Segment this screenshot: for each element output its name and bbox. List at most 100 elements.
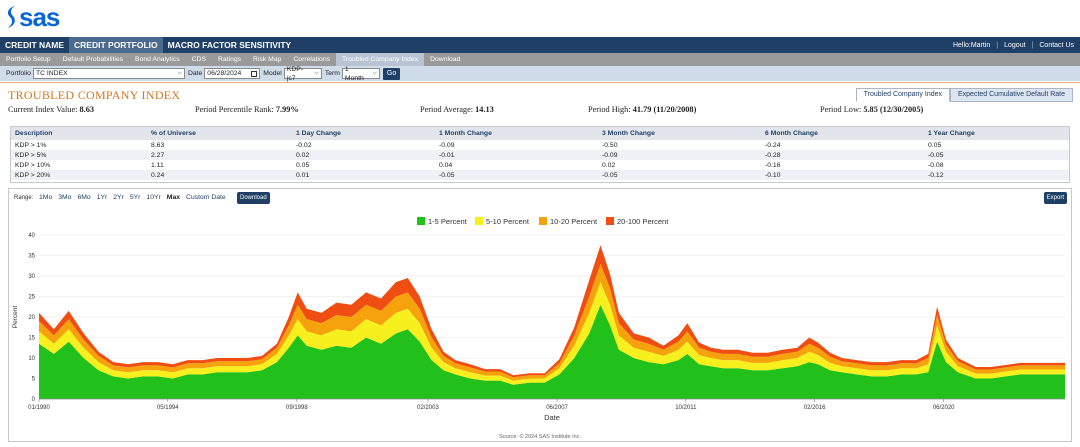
range-custom-date[interactable]: Custom Date [186, 194, 226, 201]
download-button[interactable]: Download [237, 192, 270, 204]
term-select[interactable]: 1 Month ⌵ [341, 66, 380, 82]
legend-label: 20-100 Percent [617, 217, 669, 226]
chevron-down-icon: ⌵ [314, 70, 319, 76]
range-3mo[interactable]: 3Mo [58, 194, 72, 201]
range-10yr[interactable]: 10Yr [146, 194, 161, 201]
table-cell: -0.12 [928, 171, 944, 179]
logout-link[interactable]: Logout [1004, 41, 1026, 49]
subnav-bond-analytics[interactable]: Bond Analytics [135, 56, 180, 63]
subnav-risk-map[interactable]: Risk Map [253, 56, 282, 63]
calendar-icon[interactable] [251, 70, 258, 77]
subnav-download[interactable]: Download [430, 56, 461, 63]
stat-value: 8.63 [79, 105, 95, 114]
legend-swatch [475, 217, 483, 225]
table-cell: -0.24 [765, 141, 781, 149]
table-header: Description % of Universe 1 Day Change 1… [11, 127, 1069, 140]
divider: | [1031, 41, 1034, 49]
table-cell: -0.50 [602, 141, 618, 149]
table-cell: 0.01 [296, 171, 310, 179]
summary-table: Description % of Universe 1 Day Change 1… [10, 126, 1070, 183]
subnav-default-probabilities[interactable]: Default Probabilities [62, 56, 124, 63]
column-header[interactable]: 3 Month Change [602, 130, 655, 137]
subnav-correlations[interactable]: Correlations [293, 56, 331, 63]
column-header[interactable]: % of Universe [151, 130, 196, 137]
tab-credit-portfolio[interactable]: CREDIT PORTFOLIO [69, 37, 163, 53]
sas-logo[interactable]: sas [4, 4, 60, 30]
table-row: KDP > 20% 0.24 0.01 -0.05 -0.05 -0.10 -0… [11, 170, 1069, 180]
y-tick-label: 35 [28, 254, 35, 260]
area-series-3 [39, 245, 1065, 378]
subnav-portfolio-setup[interactable]: Portfolio Setup [6, 56, 51, 63]
table-cell: -0.01 [439, 151, 455, 159]
stat-value: 7.99% [275, 105, 299, 114]
stat-label: Current Index Value: [8, 105, 78, 114]
y-tick-label: 20 [28, 315, 35, 321]
y-tick-label: 5 [32, 377, 36, 383]
column-header[interactable]: 1 Month Change [439, 130, 492, 137]
date-input-value: 06/28/2024 [207, 70, 242, 77]
range-label: Range: [14, 195, 34, 201]
troubled-company-index-chart[interactable]: 0 5 10 15 20 25 30 35 40 01/1990 05/1994 09/1998 02/… [9, 189, 1071, 433]
x-tick-label: 02/2003 [417, 405, 439, 411]
table-cell: KDP > 5% [15, 151, 47, 159]
stat-label: Period Percentile Rank: [195, 105, 274, 114]
range-5yr[interactable]: 5Yr [129, 194, 141, 201]
table-cell: -0.02 [296, 141, 312, 149]
stats-row: Current Index Value: 8.63 Period Percent… [0, 103, 1080, 117]
tab-macro-factor-sensitivity[interactable]: MACRO FACTOR SENSITIVITY [167, 40, 292, 50]
table-cell: -0.05 [602, 171, 618, 179]
tab-troubled-company-index[interactable]: Troubled Company Index [855, 88, 950, 102]
x-tick-label: 06/2020 [933, 405, 955, 411]
x-tick-label: 05/1994 [157, 405, 179, 411]
subnav-troubled-company-index[interactable]: Troubled Company Index [336, 53, 425, 66]
y-axis-title: Percent [12, 306, 19, 329]
sas-swoosh-icon [7, 6, 15, 28]
date-input[interactable]: 06/28/2024 [204, 68, 261, 79]
stat-label: Period High: [588, 105, 631, 114]
tab-expected-cumulative-default-rate[interactable]: Expected Cumulative Default Rate [950, 88, 1073, 102]
range-6mo[interactable]: 6Mo [77, 194, 91, 201]
column-header[interactable]: 6 Month Change [765, 130, 818, 137]
term-label: Term [324, 70, 340, 77]
table-cell: -0.05 [439, 171, 455, 179]
portfolio-label: Portfolio [6, 70, 31, 77]
y-tick-label: 25 [28, 295, 35, 301]
logo-bar: sas [0, 0, 1080, 37]
legend-label: 5-10 Percent [486, 217, 530, 226]
column-header[interactable]: 1 Year Change [928, 130, 975, 137]
y-tick-label: 40 [28, 233, 35, 239]
table-row: KDP > 5% 2.27 0.02 -0.01 -0.09 -0.28 -0.… [11, 150, 1069, 160]
user-links: Hello:Martin | Logout | Contact Us [953, 42, 1080, 49]
table-cell: KDP > 1% [15, 141, 47, 149]
range-1mo[interactable]: 1Mo [39, 194, 53, 201]
y-tick-label: 0 [32, 397, 36, 403]
portfolio-select[interactable]: TC INDEX ⌵ [32, 68, 185, 79]
range-1yr[interactable]: 1Yr [96, 194, 108, 201]
range-2yr[interactable]: 2Yr [113, 194, 124, 201]
go-button[interactable]: Go [382, 67, 401, 80]
table-cell: -0.09 [439, 141, 455, 149]
x-tick-label: 06/2007 [546, 405, 568, 411]
y-tick-label: 30 [28, 274, 35, 280]
table-cell: 0.02 [296, 151, 310, 159]
divider: | [996, 41, 999, 49]
table-cell: -0.08 [928, 161, 944, 169]
column-header[interactable]: 1 Day Change [296, 130, 341, 137]
chevron-down-icon: ⌵ [177, 70, 182, 76]
portfolio-select-value: TC INDEX [35, 70, 68, 77]
export-button[interactable]: Export [1043, 192, 1067, 204]
current-index-value: Current Index Value: 8.63 [8, 105, 94, 114]
x-tick-label: 02/2016 [804, 405, 826, 411]
stat-value: 41.79 (11/20/2008) [632, 105, 697, 114]
contact-us-link[interactable]: Contact Us [1039, 41, 1074, 49]
area-series-0 [39, 304, 1065, 399]
tab-credit-name[interactable]: CREDIT NAME [5, 40, 65, 50]
legend-label: 10-20 Percent [550, 217, 598, 226]
subnav-cds[interactable]: CDS [191, 56, 206, 63]
table-cell: 8.63 [151, 141, 165, 149]
subnav-ratings[interactable]: Ratings [218, 56, 242, 63]
column-header[interactable]: Description [15, 130, 53, 137]
page-title: TROUBLED COMPANY INDEX [8, 88, 181, 102]
model-select[interactable]: KDP-jc7 ⌵ [283, 66, 322, 82]
range-max[interactable]: Max [166, 194, 181, 201]
